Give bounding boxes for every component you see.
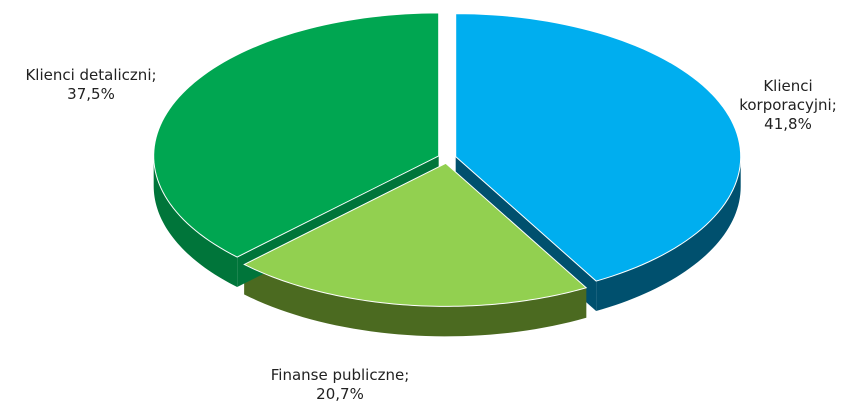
value-label: 41,8% [764, 115, 812, 133]
slice-wall [596, 156, 741, 312]
slice-label: Klienci korporacyjni; 41,8% [728, 77, 848, 134]
category-label: Klienci detaliczni; [25, 66, 157, 84]
category-label: Klienci korporacyjni; [739, 77, 837, 114]
slice [243, 162, 588, 307]
slice-label: Finanse publiczne; 20,7% [215, 366, 465, 404]
slice [455, 13, 742, 282]
slice-wall [153, 155, 238, 288]
value-label: 37,5% [67, 85, 115, 103]
slice-wall [244, 264, 587, 337]
slice [153, 12, 440, 258]
category-label: Finanse publiczne; [270, 366, 410, 384]
value-label: 20,7% [316, 385, 364, 403]
slice-label: Klienci detaliczni; 37,5% [0, 66, 182, 104]
